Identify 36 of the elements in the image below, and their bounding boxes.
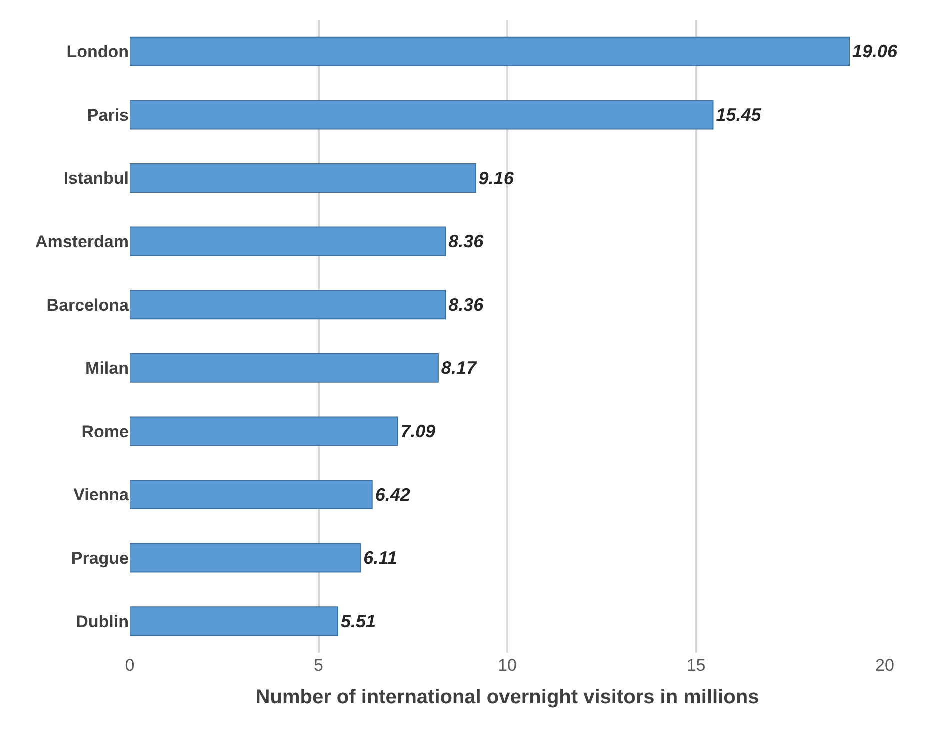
x-axis-title: Number of international overnight visitors in millions: [256, 686, 760, 708]
x-tick-label: 15: [686, 656, 706, 675]
x-tick-label: 20: [876, 656, 894, 675]
y-tick-label: Paris: [87, 106, 129, 125]
data-label: 6.11: [364, 548, 398, 568]
x-tick-label: 10: [498, 656, 517, 675]
bar: [130, 290, 446, 320]
data-label: 8.36: [448, 294, 485, 315]
data-label: 15.45: [716, 104, 762, 125]
data-label: 8.17: [441, 358, 478, 378]
bar: [130, 226, 446, 256]
data-label: 6.42: [375, 484, 410, 505]
x-tick-label: 5: [314, 656, 324, 675]
bar: [130, 353, 439, 383]
y-tick-label: Rome: [82, 422, 129, 442]
bar: [130, 416, 398, 446]
y-tick-label: Dublin: [76, 612, 129, 632]
bar: [130, 480, 373, 510]
data-label: 7.09: [400, 421, 436, 442]
bar: [130, 543, 362, 573]
bar: [130, 164, 476, 193]
y-tick-label: Istanbul: [64, 169, 129, 188]
x-tick-label: 0: [125, 656, 135, 675]
y-tick-label: Amsterdam: [35, 232, 129, 252]
bar: [130, 100, 714, 130]
data-label: 19.06: [852, 42, 899, 62]
bar: [130, 36, 850, 66]
y-tick-label: London: [66, 42, 129, 62]
y-tick-label: Vienna: [74, 486, 130, 505]
data-label: 9.16: [478, 168, 515, 188]
data-label: 5.51: [341, 611, 376, 632]
data-label: 8.36: [448, 232, 485, 252]
bar: [130, 606, 338, 636]
y-tick-label: Milan: [86, 359, 129, 378]
y-tick-label: Prague: [71, 549, 129, 568]
y-tick-label: Barcelona: [46, 296, 130, 315]
